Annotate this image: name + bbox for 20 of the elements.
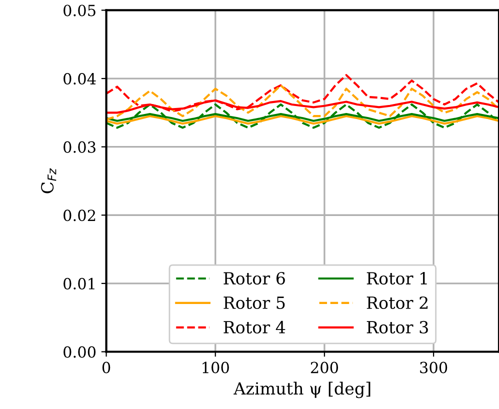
y-tick-label: 0.00 — [64, 346, 96, 358]
x-tick-label: 200 — [310, 362, 338, 374]
y-tick-label: 0.05 — [64, 4, 96, 16]
legend-label: Rotor 4 — [224, 320, 286, 334]
y-tick-label: 0.02 — [64, 210, 96, 222]
y-tick-label: 0.04 — [64, 72, 96, 85]
legend-label: Rotor 3 — [366, 320, 428, 334]
y-axis-title: C$_{Fz}$ — [41, 168, 56, 194]
legend-label: Rotor 1 — [366, 272, 427, 285]
y-tick-label: 0.01 — [64, 278, 94, 290]
x-tick-label: 100 — [202, 362, 229, 374]
x-tick-label: 0 — [102, 362, 110, 374]
legend-label: Rotor 6 — [224, 272, 285, 285]
x-tick-label: 300 — [420, 362, 448, 374]
legend-label: Rotor 5 — [224, 296, 285, 310]
y-tick-label: 0.03 — [64, 141, 96, 153]
x-axis-title: Azimuth ψ [deg] — [234, 382, 370, 398]
line-series — [106, 103, 499, 129]
legend-label: Rotor 2 — [366, 296, 428, 310]
line-series — [106, 74, 499, 112]
